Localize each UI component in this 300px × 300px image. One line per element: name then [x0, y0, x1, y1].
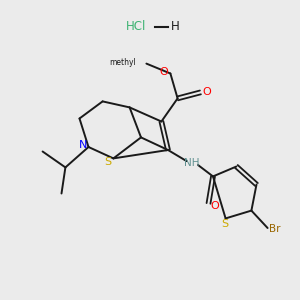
Text: methyl: methyl — [109, 58, 136, 67]
Text: O: O — [159, 67, 168, 77]
Text: S: S — [221, 219, 228, 229]
Text: NH: NH — [184, 158, 200, 169]
Text: O: O — [211, 201, 220, 211]
Text: O: O — [202, 87, 211, 98]
Text: N: N — [79, 140, 87, 150]
Text: Br: Br — [269, 224, 281, 235]
Text: H: H — [171, 20, 180, 34]
Text: S: S — [104, 157, 112, 167]
Text: HCl: HCl — [126, 20, 147, 34]
